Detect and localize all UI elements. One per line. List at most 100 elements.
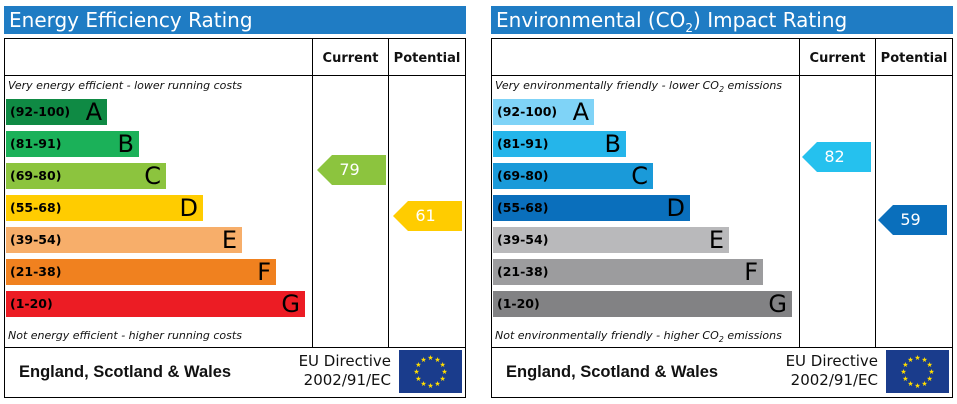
band-letter: E (708, 226, 724, 254)
eu-flag-icon: ★ ★ ★ ★ ★ ★ ★ ★ ★ ★ ★ ★ (886, 350, 949, 393)
title-suffix: ) Impact Rating (693, 8, 848, 32)
footer-divider (492, 347, 952, 348)
star-icon: ★ (928, 368, 934, 376)
title-subscript: 2 (685, 21, 694, 35)
bottom-caption-suffix: emissions (723, 329, 782, 342)
eu-flag-icon: ★ ★ ★ ★ ★ ★ ★ ★ ★ ★ ★ ★ (399, 350, 462, 393)
star-icon: ★ (439, 375, 445, 383)
energy-efficiency-panel: Energy Efficiency Rating Current Potenti… (4, 6, 466, 398)
potential-rating-arrow: 61 (393, 201, 462, 231)
star-icon: ★ (427, 382, 433, 390)
star-icon: ★ (907, 380, 913, 388)
star-icon: ★ (420, 380, 426, 388)
band-letter: F (257, 258, 271, 286)
star-icon: ★ (914, 382, 920, 390)
band-letter: F (744, 258, 758, 286)
eu-stars-icon: ★ ★★★★★★★★★★★ (413, 354, 447, 390)
region-label: England, Scotland & Wales (506, 363, 719, 381)
arrow-shape (317, 155, 386, 185)
rating-band-d: (55-68) D (6, 194, 203, 222)
directive-line-1: EU Directive (785, 352, 878, 370)
column-divider (875, 39, 876, 347)
star-icon: ★ (921, 380, 927, 388)
band-letter: B (117, 130, 134, 158)
directive-line-2: 2002/91/EC (790, 371, 878, 389)
eu-directive-text: EU Directive 2002/91/EC (768, 352, 878, 390)
header-divider (5, 75, 465, 76)
column-divider (312, 39, 313, 347)
band-letter: D (666, 194, 685, 222)
band-range: (1-20) (497, 296, 540, 311)
rating-table: Current Potential Very environmentally f… (491, 38, 953, 398)
band-letter: G (768, 290, 787, 318)
current-header: Current (322, 51, 379, 66)
star-icon: ★ (415, 361, 421, 369)
current-rating-value: 79 (339, 160, 360, 179)
bottom-caption-text: Not environmentally friendly - higher CO (495, 329, 719, 342)
bottom-caption: Not environmentally friendly - higher CO… (495, 329, 782, 344)
rating-band-a: (92-100) A (493, 98, 594, 126)
rating-band-b: (81-91) B (493, 130, 626, 158)
rating-band-f: (21-38) F (6, 258, 276, 286)
star-icon: ★ (420, 356, 426, 364)
current-rating-value: 82 (824, 147, 845, 166)
band-range: (92-100) (10, 104, 71, 119)
band-letter: A (85, 98, 102, 126)
top-caption: Very environmentally friendly - lower CO… (495, 79, 782, 94)
star-icon: ★ (434, 356, 440, 364)
bottom-caption-subscript: 2 (718, 335, 724, 345)
rating-band-e: (39-54) E (493, 226, 729, 254)
rating-band-c: (69-80) C (6, 162, 166, 190)
star-icon: ★ (434, 380, 440, 388)
header-divider (492, 75, 952, 76)
arrow-shape (393, 201, 462, 231)
band-range: (39-54) (10, 232, 62, 247)
current-rating-arrow: 79 (317, 155, 386, 185)
star-icon: ★ (926, 361, 932, 369)
band-letter: C (144, 162, 161, 190)
eu-directive-text: EU Directive 2002/91/EC (281, 352, 391, 390)
star-icon: ★ (902, 361, 908, 369)
region-label: England, Scotland & Wales (19, 363, 232, 381)
star-icon: ★ (914, 354, 920, 362)
band-letter: D (179, 194, 198, 222)
band-range: (1-20) (10, 296, 53, 311)
band-letter: C (631, 162, 648, 190)
top-caption: Very energy efficient - lower running co… (8, 79, 243, 92)
band-letter: B (604, 130, 621, 158)
potential-header: Potential (393, 51, 461, 66)
rating-band-a: (92-100) A (6, 98, 107, 126)
directive-line-2: 2002/91/EC (303, 371, 391, 389)
star-icon: ★ (907, 356, 913, 364)
current-header: Current (809, 51, 866, 66)
star-icon: ★ (415, 375, 421, 383)
top-caption-text: Very environmentally friendly - lower CO (495, 79, 719, 92)
column-divider (388, 39, 389, 347)
panel-title: Energy Efficiency Rating (4, 6, 466, 34)
rating-band-d: (55-68) D (493, 194, 690, 222)
potential-rating-value: 61 (415, 206, 436, 225)
star-icon: ★ (921, 356, 927, 364)
star-icon: ★ (926, 375, 932, 383)
title-prefix: Environmental (CO (496, 8, 686, 32)
arrow-shape (802, 142, 871, 172)
star-icon: ★ (413, 368, 419, 376)
rating-band-g: (1-20) G (493, 290, 792, 318)
star-icon: ★ (439, 361, 445, 369)
rating-band-c: (69-80) C (493, 162, 653, 190)
star-icon: ★ (441, 368, 447, 376)
band-range: (81-91) (497, 136, 549, 151)
band-letter: A (572, 98, 589, 126)
top-caption-subscript: 2 (718, 85, 725, 95)
bottom-caption: Not energy efficient - higher running co… (8, 329, 242, 342)
band-range: (21-38) (10, 264, 62, 279)
band-letter: G (281, 290, 300, 318)
potential-rating-arrow: 59 (878, 205, 947, 235)
star-icon: ★ (900, 368, 906, 376)
rating-table: Current Potential Very energy efficient … (4, 38, 466, 398)
column-divider (799, 39, 800, 347)
band-range: (39-54) (497, 232, 549, 247)
star-icon: ★ (902, 375, 908, 383)
star-icon: ★ (427, 354, 433, 362)
band-letter: E (221, 226, 237, 254)
